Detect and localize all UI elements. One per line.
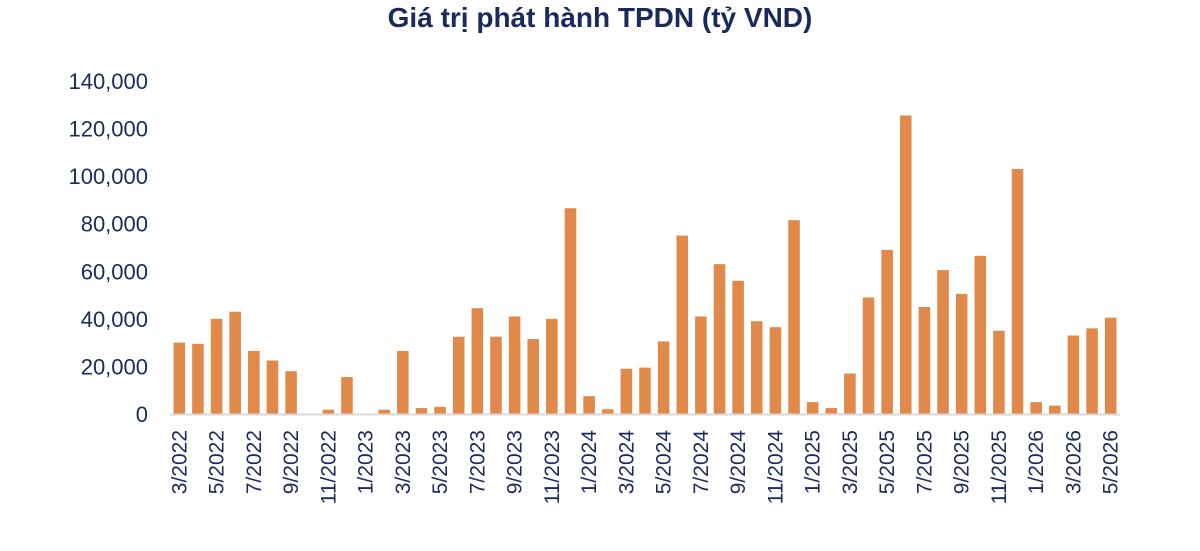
bar [173, 342, 186, 414]
x-tick-label: 5/2025 [876, 430, 899, 494]
x-tick-label: 9/2022 [280, 430, 303, 494]
bar [490, 336, 502, 414]
y-axis-ticks: 0 20,000 40,000 60,000 80,000 100,000 120,000 1… [68, 69, 148, 427]
x-tick-label: 7/2022 [243, 430, 266, 494]
bar [1086, 328, 1098, 414]
x-tick-label: 7/2023 [466, 430, 489, 494]
bar [713, 264, 726, 414]
bar [825, 408, 838, 414]
x-tick-label: 1/2024 [578, 430, 601, 495]
bar [955, 293, 968, 414]
x-tick-label: 9/2024 [727, 430, 750, 495]
bar [1104, 317, 1117, 414]
y-tick-label: 40,000 [81, 307, 148, 332]
bar [285, 371, 297, 414]
bar [378, 409, 390, 414]
bar [192, 343, 204, 414]
x-tick-label: 7/2024 [690, 430, 713, 495]
bar [769, 327, 782, 414]
bar [397, 350, 409, 414]
bar [862, 297, 875, 414]
x-tick-label: 9/2023 [504, 430, 527, 494]
bar [601, 409, 614, 414]
y-tick-label: 0 [136, 402, 148, 427]
x-tick-label: 1/2026 [1025, 430, 1048, 494]
bar [676, 235, 689, 414]
bar [937, 270, 949, 414]
bar [471, 308, 484, 414]
bar [900, 115, 912, 415]
bar [881, 249, 893, 414]
bar [918, 306, 931, 414]
x-tick-label: 5/2023 [429, 430, 452, 494]
bar [210, 318, 223, 414]
bar [844, 373, 856, 414]
bar [229, 311, 241, 414]
bar [1030, 402, 1042, 414]
chart-title: Giá trị phát hành TPDN (tỷ VND) [387, 2, 813, 33]
bar [639, 367, 651, 414]
bar [452, 336, 465, 414]
bar [527, 339, 540, 414]
x-tick-label: 1/2025 [802, 430, 825, 494]
y-tick-label: 100,000 [68, 164, 148, 189]
y-tick-label: 60,000 [81, 259, 148, 284]
bar [1011, 169, 1024, 414]
bar [974, 255, 987, 414]
bar [620, 368, 633, 414]
x-tick-label: 9/2025 [951, 430, 974, 494]
bar [322, 409, 335, 414]
y-tick-label: 80,000 [81, 212, 148, 237]
bar [564, 208, 577, 414]
bars [173, 115, 1117, 415]
bar [732, 280, 744, 414]
bar [508, 316, 521, 414]
x-tick-label: 3/2024 [615, 430, 638, 495]
bar [806, 402, 819, 414]
bar [750, 321, 763, 414]
bar [1049, 405, 1061, 414]
x-tick-label: 3/2025 [839, 430, 862, 494]
x-tick-label: 3/2022 [168, 430, 191, 494]
x-tick-label: 7/2025 [913, 430, 936, 494]
x-tick-label: 11/2022 [317, 430, 340, 504]
bar [434, 406, 446, 414]
bar [788, 220, 800, 414]
x-tick-label: 5/2024 [653, 430, 676, 495]
y-tick-label: 20,000 [81, 354, 148, 379]
bar [583, 396, 595, 414]
bar [657, 341, 670, 414]
y-tick-label: 140,000 [68, 69, 148, 94]
x-tick-label: 11/2023 [541, 430, 564, 504]
bar [993, 330, 1005, 414]
x-tick-label: 11/2024 [764, 430, 787, 505]
x-tick-label: 1/2023 [355, 430, 378, 494]
y-tick-label: 120,000 [68, 117, 148, 142]
bar [695, 316, 707, 414]
bar [1067, 335, 1080, 414]
x-tick-label: 3/2023 [392, 430, 415, 494]
bar [248, 350, 260, 414]
bar [546, 318, 558, 414]
x-tick-label: 5/2022 [206, 430, 229, 494]
x-tick-label: 5/2026 [1100, 430, 1123, 494]
bar [341, 377, 353, 414]
x-tick-label: 3/2026 [1062, 430, 1085, 494]
x-axis-ticks: 3/2022 5/2022 7/2022 9/2022 11/2022 1/2023 3/2… [168, 430, 1122, 505]
bar [415, 408, 428, 414]
x-tick-label: 11/2025 [988, 430, 1011, 504]
bar [266, 360, 279, 414]
